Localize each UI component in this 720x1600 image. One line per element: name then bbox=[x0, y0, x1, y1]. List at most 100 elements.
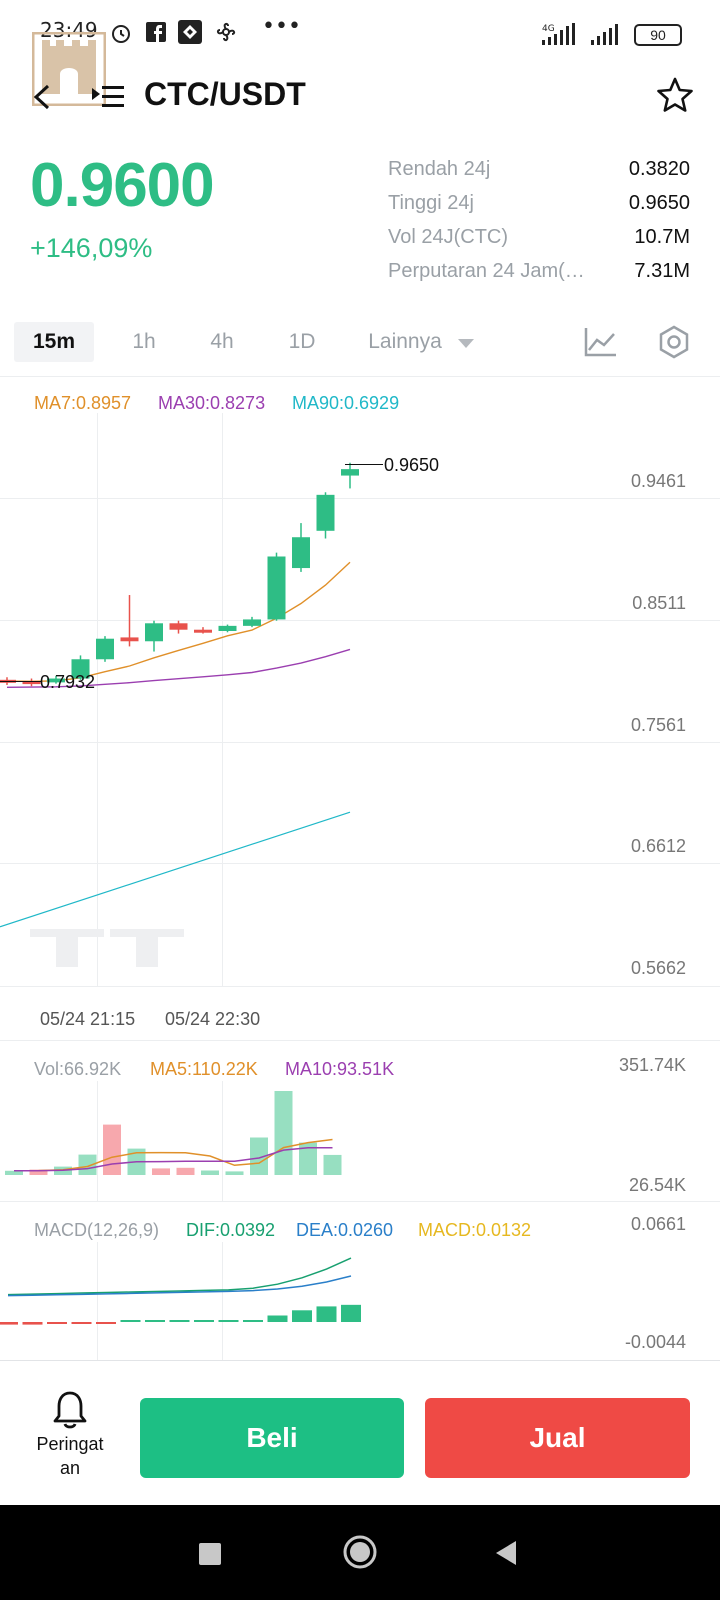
recent-apps-icon[interactable] bbox=[198, 1542, 222, 1571]
svg-text:4G: 4G bbox=[542, 24, 555, 34]
grid-line bbox=[0, 863, 720, 864]
macd-bar bbox=[22, 1322, 43, 1325]
macd-chart[interactable]: MACD(12,26,9) DIF:0.0392 DEA:0.0260 MACD… bbox=[0, 1202, 720, 1360]
stat-label-low: Rendah 24j bbox=[388, 158, 491, 180]
ma30-line bbox=[6, 648, 351, 688]
candle-body bbox=[120, 637, 139, 642]
high-marker-label: 0.9650 bbox=[384, 455, 440, 475]
candlestick-plot bbox=[0, 462, 359, 928]
x-tick-2: 05/24 22:30 bbox=[165, 1009, 261, 1029]
pair-title: CTC/USDT bbox=[144, 76, 306, 112]
macd-y-tick-max: 0.0661 bbox=[630, 1214, 686, 1234]
volume-bar bbox=[152, 1168, 170, 1175]
stat-label-turnover: Perputaran 24 Jam(… bbox=[388, 260, 585, 282]
macd-bar bbox=[71, 1322, 92, 1324]
divider bbox=[0, 1360, 720, 1361]
grid-line bbox=[0, 498, 720, 499]
timeframe-tabs: 15m 1h 4h 1D Lainnya bbox=[0, 322, 720, 366]
facebook-icon bbox=[146, 22, 166, 47]
candle-body bbox=[341, 469, 359, 476]
tab-4h[interactable]: 4h bbox=[210, 330, 234, 353]
more-notifications-icon: ••• bbox=[262, 14, 301, 39]
grid-line bbox=[0, 986, 720, 987]
back-icon[interactable] bbox=[30, 82, 54, 117]
price-change: +146,09% bbox=[30, 233, 153, 263]
volume-bar bbox=[103, 1124, 121, 1175]
macd-bar bbox=[292, 1310, 312, 1322]
macd-bar bbox=[218, 1320, 239, 1322]
stat-label-high: Tinggi 24j bbox=[388, 192, 474, 214]
candle-body bbox=[194, 629, 212, 633]
volume-bar bbox=[274, 1091, 293, 1175]
sell-button[interactable]: Jual bbox=[425, 1398, 690, 1478]
main-chart[interactable]: MA7:0.8957 MA30:0.8273 MA90:0.6929 0.946… bbox=[0, 377, 720, 987]
macd-bar bbox=[145, 1320, 165, 1322]
caret-down-icon[interactable] bbox=[458, 336, 474, 354]
alarm-icon bbox=[110, 22, 132, 49]
castle-watermark-icon bbox=[31, 31, 107, 111]
macd-dif-label: DIF:0.0392 bbox=[186, 1220, 276, 1240]
low-marker-line bbox=[0, 681, 42, 682]
grid-line-vertical bbox=[97, 413, 98, 987]
volume-plot bbox=[5, 1091, 342, 1175]
macd-bar bbox=[316, 1306, 337, 1322]
candle-body bbox=[22, 681, 41, 685]
grid-line-vertical bbox=[222, 1242, 223, 1360]
candle-body bbox=[243, 619, 261, 626]
buy-button[interactable]: Beli bbox=[140, 1398, 404, 1478]
volume-label: Vol:66.92K bbox=[34, 1059, 122, 1079]
macd-bar bbox=[120, 1320, 141, 1322]
ma7-label: MA7:0.8957 bbox=[34, 393, 132, 413]
stat-value-turnover: 7.31M bbox=[634, 260, 690, 282]
stat-label-volume: Vol 24J(CTC) bbox=[388, 226, 509, 248]
alert-label-line1: Peringat bbox=[36, 1434, 104, 1454]
tab-1h[interactable]: 1h bbox=[132, 330, 156, 353]
candle-body bbox=[145, 623, 163, 642]
back-nav-icon[interactable] bbox=[494, 1540, 518, 1571]
volume-bar bbox=[201, 1170, 219, 1175]
divider bbox=[0, 1201, 720, 1202]
grid-line bbox=[0, 742, 720, 743]
volume-ma10-label: MA10:93.51K bbox=[285, 1059, 395, 1079]
ma90-line bbox=[0, 811, 351, 928]
ma90-label: MA90:0.6929 bbox=[292, 393, 400, 413]
candle-body bbox=[169, 623, 188, 630]
alert-label-line2: an bbox=[59, 1458, 81, 1478]
macd-bar bbox=[341, 1304, 361, 1322]
menu-icon[interactable] bbox=[92, 84, 128, 117]
macd-plot bbox=[0, 1257, 361, 1325]
battery-indicator: 90 bbox=[634, 24, 682, 46]
y-tick-5: 0.5662 bbox=[630, 958, 686, 978]
header: CTC/USDT bbox=[0, 31, 720, 150]
volume-bar bbox=[176, 1167, 195, 1175]
tab-15m[interactable]: 15m bbox=[14, 322, 94, 362]
status-bar: 23:49 ••• 4G 90 bbox=[0, 0, 720, 70]
volume-bar bbox=[323, 1154, 342, 1175]
home-icon[interactable] bbox=[342, 1534, 378, 1575]
high-marker-line bbox=[345, 464, 383, 465]
exchange-watermark-logo bbox=[30, 929, 190, 976]
grid-line-vertical bbox=[97, 1081, 98, 1201]
price-alert-button[interactable]: Peringat an bbox=[22, 1390, 118, 1490]
system-nav-bar bbox=[0, 1505, 720, 1600]
macd-value-label: MACD:0.0132 bbox=[418, 1220, 532, 1240]
stats-panel: Rendah 24j 0.3820 Tinggi 24j 0.9650 Vol … bbox=[388, 158, 690, 288]
favorite-star-icon[interactable] bbox=[656, 76, 694, 119]
volume-y-tick-max: 351.74K bbox=[618, 1055, 686, 1075]
chart-type-icon[interactable] bbox=[584, 326, 618, 363]
y-tick-3: 0.7561 bbox=[630, 715, 686, 735]
volume-chart[interactable]: Vol:66.92K MA5:110.22K MA10:93.51K 351.7… bbox=[0, 1041, 720, 1201]
macd-bar bbox=[47, 1322, 67, 1324]
volume-bar bbox=[29, 1169, 48, 1175]
tab-more[interactable]: Lainnya bbox=[368, 330, 442, 353]
grid-line-vertical bbox=[97, 1242, 98, 1360]
macd-bar bbox=[267, 1315, 288, 1322]
volume-ma5-label: MA5:110.22K bbox=[150, 1059, 258, 1079]
tab-1d[interactable]: 1D bbox=[288, 330, 316, 353]
stat-value-high: 0.9650 bbox=[628, 192, 690, 214]
status-time: 23:49 bbox=[40, 18, 98, 42]
settings-icon[interactable] bbox=[656, 324, 692, 365]
grid-line bbox=[0, 620, 720, 621]
app-notification-icon bbox=[178, 20, 202, 49]
macd-bar bbox=[169, 1320, 190, 1322]
